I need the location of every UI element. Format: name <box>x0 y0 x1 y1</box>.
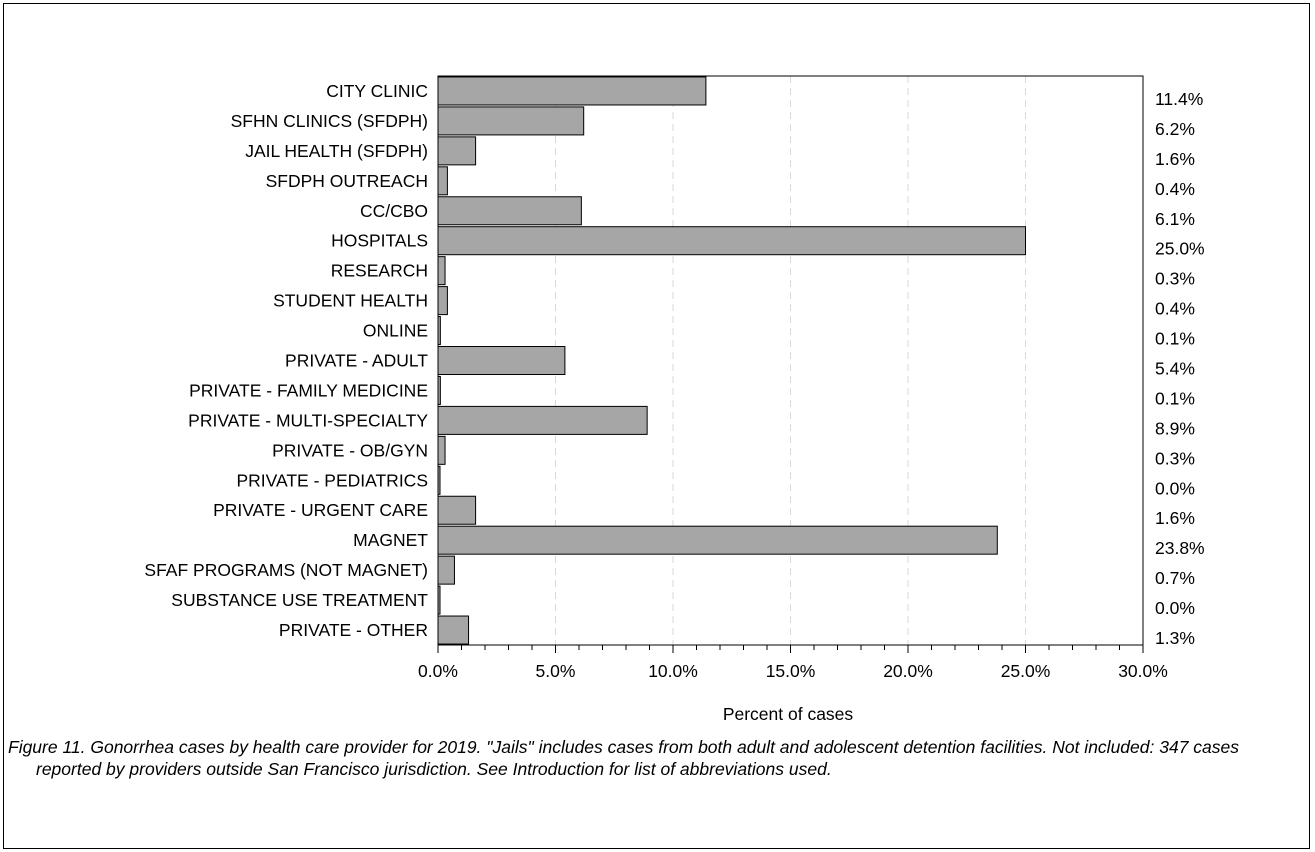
value-label: 0.4% <box>1155 299 1195 319</box>
bar <box>437 106 585 136</box>
value-label: 1.3% <box>1155 628 1195 648</box>
category-label: CITY CLINIC <box>326 81 428 101</box>
value-label: 0.3% <box>1155 448 1195 468</box>
bar <box>437 136 477 166</box>
value-label: 6.2% <box>1155 119 1195 139</box>
bar <box>437 256 446 286</box>
value-label: 0.4% <box>1155 179 1195 199</box>
x-axis: 0.0% 5.0% 10.0% 15.0% 20.0% 25.0% 30.0% <box>418 645 1168 681</box>
category-label: JAIL HEALTH (SFDPH) <box>245 141 428 161</box>
x-tick-label: 15.0% <box>766 661 816 681</box>
x-tick-label: 30.0% <box>1118 661 1168 681</box>
category-label: HOSPITALS <box>331 231 428 251</box>
bar <box>437 286 448 316</box>
category-label: STUDENT HEALTH <box>273 291 428 311</box>
bar <box>437 435 446 465</box>
x-tick-label: 10.0% <box>648 661 698 681</box>
value-label: 0.0% <box>1155 598 1195 618</box>
bar <box>437 405 648 435</box>
value-label: 8.9% <box>1155 418 1195 438</box>
category-label: MAGNET <box>353 530 428 550</box>
value-label: 0.0% <box>1155 478 1195 498</box>
x-tick-label: 20.0% <box>883 661 933 681</box>
value-label: 0.3% <box>1155 269 1195 289</box>
category-label: PRIVATE - OTHER <box>279 620 428 640</box>
value-label: 1.6% <box>1155 508 1195 528</box>
category-label: SFHN CLINICS (SFDPH) <box>231 111 428 131</box>
bars-layer <box>437 76 1026 645</box>
value-label: 0.1% <box>1155 388 1195 408</box>
value-label: 6.1% <box>1155 209 1195 229</box>
bar <box>437 226 1026 256</box>
x-axis-title: Percent of cases <box>723 704 854 724</box>
category-labels: CITY CLINIC SFHN CLINICS (SFDPH) JAIL HEAL… <box>144 81 428 640</box>
x-tick-label: 25.0% <box>1001 661 1051 681</box>
value-label: 1.6% <box>1155 149 1195 169</box>
category-label: PRIVATE - FAMILY MEDICINE <box>189 380 428 400</box>
bar <box>437 166 448 196</box>
value-label: 0.7% <box>1155 568 1195 588</box>
bar <box>437 495 477 525</box>
value-label: 11.4% <box>1155 89 1203 109</box>
category-label: SUBSTANCE USE TREATMENT <box>171 590 428 610</box>
category-label: SFAF PROGRAMS (NOT MAGNET) <box>144 560 428 580</box>
category-label: PRIVATE - PEDIATRICS <box>236 470 428 490</box>
category-label: ONLINE <box>363 321 428 341</box>
bar <box>437 525 998 555</box>
category-label: PRIVATE - OB/GYN <box>272 440 428 460</box>
value-label: 5.4% <box>1155 359 1195 379</box>
category-label: PRIVATE - MULTI-SPECIALTY <box>188 410 428 430</box>
bar <box>437 346 566 375</box>
figure-caption: Figure 11. Gonorrhea cases by health car… <box>8 737 1239 779</box>
value-label: 23.8% <box>1155 538 1205 558</box>
category-label: PRIVATE - ADULT <box>285 351 428 371</box>
category-label: RESEARCH <box>331 261 428 281</box>
bar <box>437 615 470 645</box>
bar-chart: CITY CLINIC SFHN CLINICS (SFDPH) JAIL HEAL… <box>144 75 1205 724</box>
x-tick-label: 0.0% <box>418 661 458 681</box>
category-label: PRIVATE - URGENT CARE <box>213 500 428 520</box>
grid-layer <box>555 76 1026 645</box>
value-label: 0.1% <box>1155 329 1195 349</box>
bar <box>437 196 582 226</box>
bar <box>437 555 455 585</box>
value-labels: 11.4% 6.2% 1.6% 0.4% 6.1% 25.0% 0.3% 0.4% 0.1% 5.… <box>1155 89 1205 648</box>
category-label: CC/CBO <box>360 201 428 221</box>
figure-frame <box>3 3 1310 849</box>
bar <box>437 76 707 106</box>
x-tick-label: 5.0% <box>536 661 576 681</box>
category-label: SFDPH OUTREACH <box>266 171 428 191</box>
value-label: 25.0% <box>1155 239 1205 259</box>
